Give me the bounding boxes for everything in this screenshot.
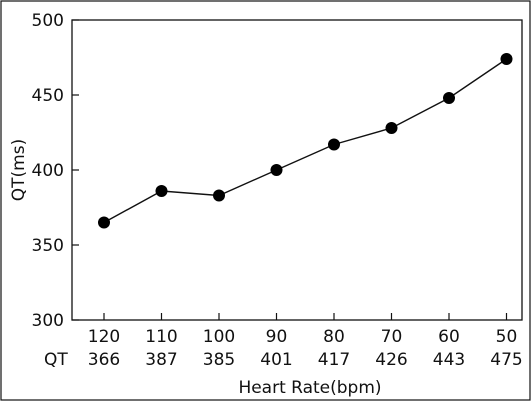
qt-value-label: 426 <box>375 350 407 370</box>
y-tick-label: 300 <box>32 311 64 331</box>
x-tick-label: 100 <box>203 327 235 347</box>
y-tick-label: 400 <box>32 161 64 181</box>
qt-value-label: 443 <box>433 350 465 370</box>
x-tick-label: 60 <box>438 327 460 347</box>
data-point <box>500 53 513 65</box>
x-axis-title: Heart Rate(bpm) <box>238 378 381 398</box>
plot-area-frame <box>71 19 523 321</box>
x-tick-label: 110 <box>145 327 177 347</box>
x-tick-label: 50 <box>496 327 518 347</box>
data-point <box>98 216 110 229</box>
qt-value-label: 385 <box>203 350 235 370</box>
qt-value-label: 366 <box>88 350 120 370</box>
y-tick-label: 500 <box>32 11 64 31</box>
qt-value-label: 417 <box>318 350 350 370</box>
data-point <box>443 92 455 104</box>
data-point <box>155 185 168 197</box>
qt-value-label: 387 <box>145 350 177 370</box>
qt-values-row: 366 387 385 401 417 426 443 475 <box>88 350 523 370</box>
series-line <box>103 58 507 224</box>
y-axis-title: QT(ms) <box>9 139 29 201</box>
data-point <box>385 122 398 134</box>
y-tick-label: 350 <box>32 236 64 256</box>
series-line-group <box>103 58 507 224</box>
series-points-group <box>98 53 513 229</box>
x-tick-label: 120 <box>88 327 120 347</box>
y-tick-label: 450 <box>32 86 64 106</box>
data-point <box>270 164 283 176</box>
y-axis-ticks: 300 350 400 450 500 <box>32 11 79 331</box>
qt-row-label: QT <box>44 350 68 370</box>
data-point <box>213 189 225 202</box>
x-tick-label: 80 <box>323 327 345 347</box>
x-tick-label: 70 <box>381 327 403 347</box>
qt-value-label: 401 <box>260 350 292 370</box>
qt-value-label: 475 <box>490 350 522 370</box>
x-axis-ticks: 120 110 100 90 80 70 60 50 <box>88 313 518 347</box>
data-point <box>328 138 340 151</box>
x-tick-label: 90 <box>266 327 288 347</box>
